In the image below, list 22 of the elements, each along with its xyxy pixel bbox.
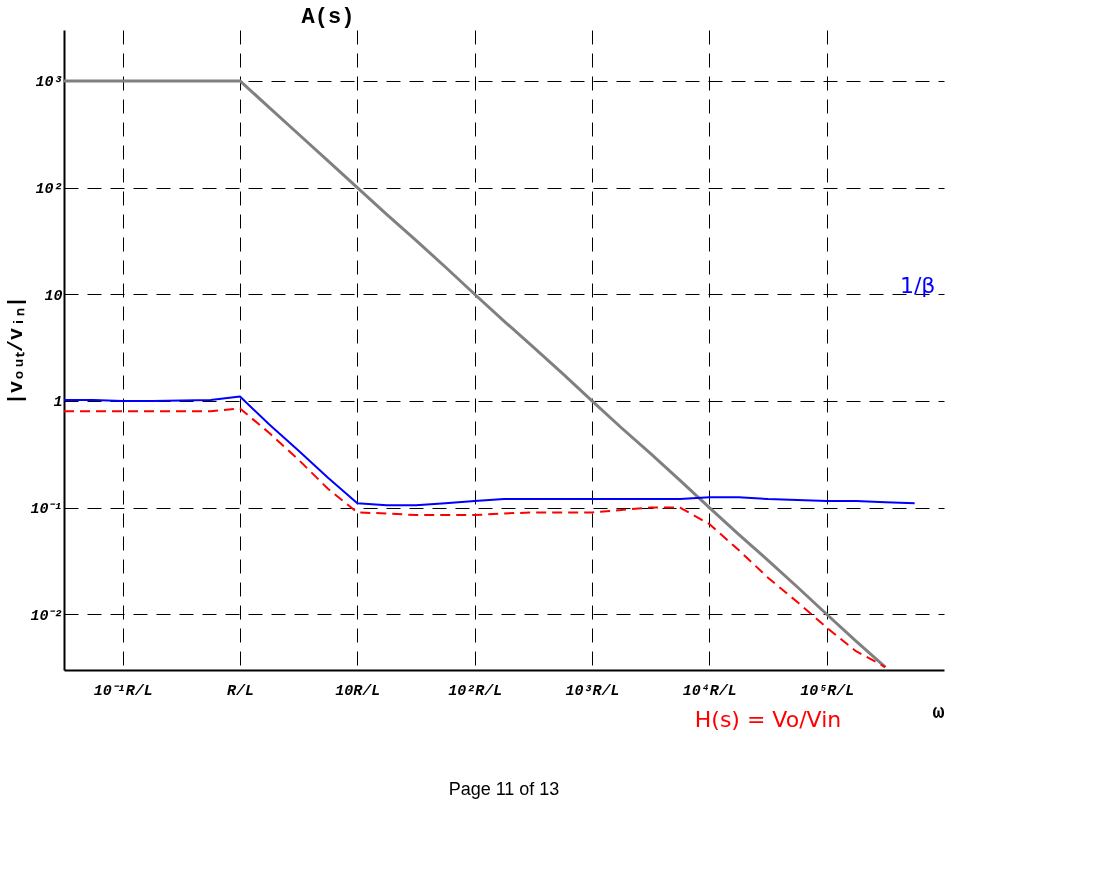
x-tick-label: 10⁴R/L [682,682,737,700]
y-tick-label: 10³ [35,74,63,92]
y-tick-label: 10 [44,287,63,305]
x-axis-title: ω [932,700,945,724]
x-tick-label: 10⁵R/L [800,682,855,700]
y-axis-title: |vₒᵤₜ/vᵢₙ| [5,295,29,406]
text: Page 11 of 13 [448,779,560,799]
line-series [63,407,887,669]
annotation: 1/β [899,273,936,298]
text: H(s) = Vo/Vin [694,707,842,732]
x-tick-label: 10⁻¹R/L [93,682,153,700]
text: A(s) [301,5,355,30]
y-tick-label: 10⁻¹ [30,501,63,519]
x-tick-label: 10³R/L [565,682,620,700]
y-tick-label: 10² [35,181,63,199]
line-series [63,395,916,507]
x-tick-label: 10R/L [335,682,381,700]
y-tick-label: 1 [53,394,63,412]
line-series [62,79,887,669]
y-tick-label: 10⁻² [30,607,63,625]
x-tick-label: R/L [226,682,255,700]
x-tick-label: 10²R/L [448,682,503,700]
